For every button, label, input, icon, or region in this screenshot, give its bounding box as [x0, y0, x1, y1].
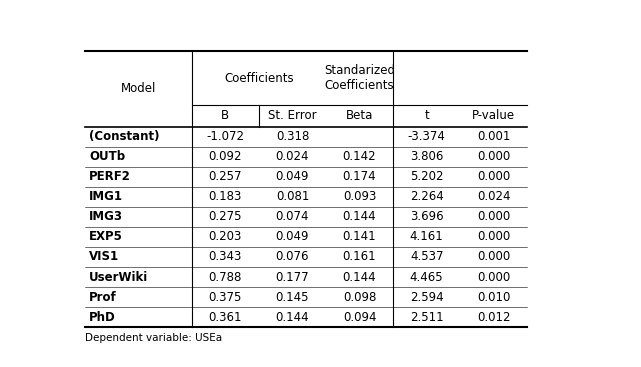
Text: 0.000: 0.000 — [477, 210, 510, 224]
Text: 0.161: 0.161 — [343, 250, 376, 264]
Text: 0.000: 0.000 — [477, 250, 510, 264]
Text: 0.141: 0.141 — [343, 230, 376, 243]
Text: 4.161: 4.161 — [410, 230, 444, 243]
Text: 0.094: 0.094 — [343, 310, 376, 324]
Text: 0.174: 0.174 — [343, 170, 376, 183]
Text: Dependent variable: USEa: Dependent variable: USEa — [85, 333, 222, 344]
Text: 2.511: 2.511 — [410, 310, 444, 324]
Text: 0.098: 0.098 — [343, 291, 376, 304]
Text: 3.806: 3.806 — [410, 150, 444, 163]
Text: 0.375: 0.375 — [209, 291, 242, 304]
Text: OUTb: OUTb — [89, 150, 125, 163]
Text: 0.144: 0.144 — [343, 270, 376, 284]
Text: P-value: P-value — [472, 109, 515, 122]
Text: 5.202: 5.202 — [410, 170, 444, 183]
Text: UserWiki: UserWiki — [89, 270, 148, 284]
Text: IMG1: IMG1 — [89, 190, 123, 203]
Text: 0.081: 0.081 — [276, 190, 309, 203]
Text: 0.000: 0.000 — [477, 150, 510, 163]
Text: 0.788: 0.788 — [209, 270, 242, 284]
Text: 0.144: 0.144 — [276, 310, 310, 324]
Text: 3.696: 3.696 — [410, 210, 444, 224]
Text: 0.000: 0.000 — [477, 170, 510, 183]
Text: 0.183: 0.183 — [209, 190, 242, 203]
Text: EXP5: EXP5 — [89, 230, 123, 243]
Text: -3.374: -3.374 — [408, 130, 445, 143]
Text: Prof: Prof — [89, 291, 117, 304]
Text: 0.203: 0.203 — [209, 230, 242, 243]
Text: 4.537: 4.537 — [410, 250, 444, 264]
Text: 0.012: 0.012 — [477, 310, 510, 324]
Text: 0.144: 0.144 — [343, 210, 376, 224]
Text: St. Error: St. Error — [268, 109, 317, 122]
Text: 0.275: 0.275 — [209, 210, 242, 224]
Text: 2.264: 2.264 — [410, 190, 444, 203]
Text: 0.318: 0.318 — [276, 130, 309, 143]
Text: 0.024: 0.024 — [276, 150, 309, 163]
Text: Standarized
Coefficients: Standarized Coefficients — [324, 64, 395, 92]
Text: B: B — [221, 109, 229, 122]
Text: 0.000: 0.000 — [477, 230, 510, 243]
Text: 0.177: 0.177 — [276, 270, 310, 284]
Text: 4.465: 4.465 — [410, 270, 444, 284]
Text: Model: Model — [121, 82, 156, 95]
Text: 0.257: 0.257 — [209, 170, 242, 183]
Text: 0.049: 0.049 — [276, 230, 309, 243]
Text: t: t — [424, 109, 429, 122]
Text: 0.076: 0.076 — [276, 250, 309, 264]
Text: PhD: PhD — [89, 310, 116, 324]
Text: -1.072: -1.072 — [206, 130, 244, 143]
Text: VIS1: VIS1 — [89, 250, 119, 264]
Text: 0.093: 0.093 — [343, 190, 376, 203]
Text: IMG3: IMG3 — [89, 210, 123, 224]
Text: 2.594: 2.594 — [410, 291, 444, 304]
Text: (Constant): (Constant) — [89, 130, 160, 143]
Text: 0.145: 0.145 — [276, 291, 309, 304]
Text: 0.001: 0.001 — [477, 130, 510, 143]
Text: 0.049: 0.049 — [276, 170, 309, 183]
Text: 0.092: 0.092 — [209, 150, 242, 163]
Text: 0.024: 0.024 — [477, 190, 510, 203]
Text: 0.142: 0.142 — [343, 150, 376, 163]
Text: Coefficients: Coefficients — [224, 72, 294, 84]
Text: 0.010: 0.010 — [477, 291, 510, 304]
Text: Beta: Beta — [346, 109, 373, 122]
Text: 0.074: 0.074 — [276, 210, 309, 224]
Text: 0.343: 0.343 — [209, 250, 242, 264]
Text: PERF2: PERF2 — [89, 170, 131, 183]
Text: 0.361: 0.361 — [209, 310, 242, 324]
Text: 0.000: 0.000 — [477, 270, 510, 284]
